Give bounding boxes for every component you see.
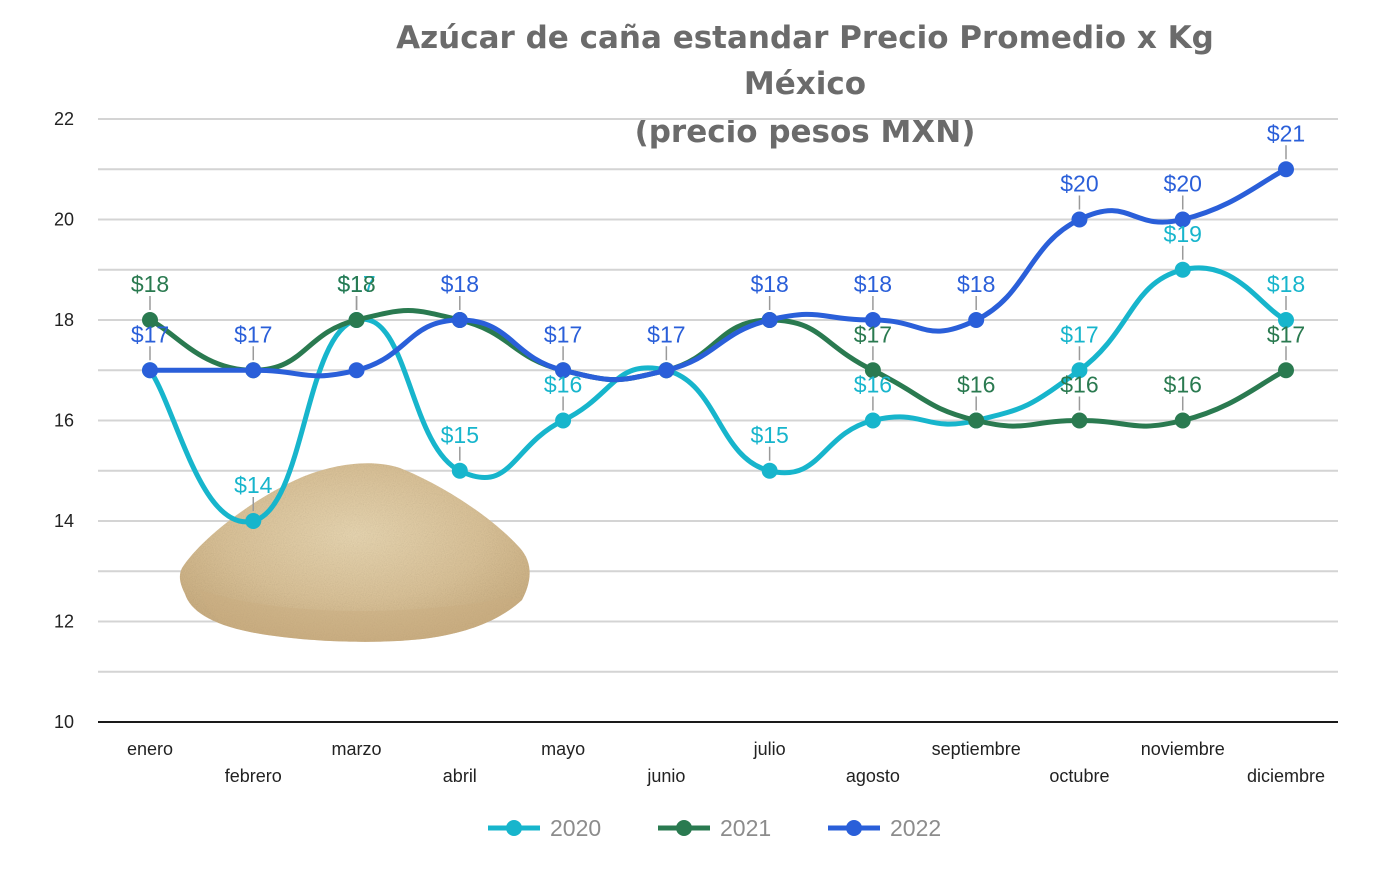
data-point-2021	[348, 312, 365, 328]
data-label-2020: $15	[750, 422, 788, 448]
data-point-2022	[761, 312, 778, 328]
legend-label-2020: 2020	[550, 815, 601, 841]
data-label-2021: $17	[1267, 321, 1305, 347]
x-tick-label: septiembre	[932, 739, 1021, 759]
data-label-2022: $18	[957, 271, 995, 297]
y-tick-label: 12	[54, 612, 74, 632]
legend-marker-2020	[506, 820, 522, 836]
data-point-2022	[1071, 211, 1088, 228]
data-point-2021	[1174, 412, 1191, 429]
data-point-2022	[451, 312, 468, 328]
x-tick-label: enero	[127, 739, 173, 759]
legend-label-2021: 2021	[720, 815, 771, 841]
data-label-2022: $17	[131, 321, 169, 347]
data-point-2022	[968, 312, 985, 328]
data-point-2021	[864, 362, 881, 379]
data-point-2021	[1278, 362, 1294, 379]
y-axis: 10 12 14 16 18 20 22	[54, 109, 74, 732]
data-point-2020	[245, 513, 262, 529]
y-tick-label: 20	[54, 210, 74, 230]
chart-title: Azúcar de caña estandar Precio Promedio …	[396, 20, 1214, 150]
data-label-2021: $16	[1164, 372, 1202, 398]
x-tick-label: agosto	[846, 766, 900, 786]
x-axis: enero febrero marzo abril mayo junio julio agos…	[127, 739, 1325, 786]
x-tick-label: octubre	[1049, 766, 1109, 786]
data-label-2022: $20	[1164, 171, 1202, 197]
data-point-2022	[245, 362, 262, 379]
data-label-2022: $21	[1267, 120, 1305, 146]
series-line-2022	[147, 166, 1289, 383]
data-point-2020	[451, 462, 468, 479]
data-point-2022	[142, 362, 158, 379]
series-lines	[142, 161, 1294, 529]
data-point-2022	[1174, 211, 1191, 228]
data-label-2020: $19	[1164, 221, 1202, 247]
data-point-2021	[142, 312, 158, 328]
data-point-2020	[761, 462, 778, 479]
data-labels: $14$17$15$16$15$16$17$19$18$18 $18$17$16 $…	[131, 120, 1305, 511]
y-tick-label: 18	[54, 310, 74, 330]
data-point-2020	[864, 412, 881, 429]
chart-title-line: México	[744, 66, 866, 102]
y-tick-label: 14	[54, 511, 74, 531]
data-point-2022	[1278, 161, 1294, 178]
data-label-2020: $14	[234, 472, 273, 498]
data-label-2022: $17	[544, 321, 582, 347]
data-point-2020	[1278, 312, 1294, 328]
data-label-2021: $18	[337, 271, 375, 297]
data-point-2022	[348, 362, 365, 379]
data-label-2021: $17	[854, 321, 892, 347]
data-label-2022: $18	[750, 271, 788, 297]
data-point-2022	[658, 362, 675, 379]
y-tick-label: 10	[54, 712, 74, 732]
data-label-2020: $17	[1060, 321, 1098, 347]
x-tick-label: noviembre	[1141, 739, 1225, 759]
chart-title-line: Azúcar de caña estandar Precio Promedio …	[396, 20, 1214, 56]
data-label-2020: $16	[854, 372, 892, 398]
x-tick-label: julio	[753, 739, 786, 759]
data-point-2021	[1071, 412, 1088, 429]
x-tick-label: marzo	[332, 739, 382, 759]
data-label-2020: $17	[337, 271, 375, 297]
data-label-2022: $17	[647, 321, 685, 347]
legend-marker-2021	[676, 820, 692, 836]
data-label-2020: $16	[544, 372, 582, 398]
data-label-2022: $18	[441, 271, 479, 297]
data-label-2020: $18	[1267, 271, 1305, 297]
x-tick-label: junio	[646, 766, 685, 786]
x-tick-label: abril	[443, 766, 477, 786]
x-tick-label: mayo	[541, 739, 585, 759]
data-label-2022: $20	[1060, 171, 1098, 197]
legend: 2020 2021 2022	[488, 815, 941, 841]
data-label-2021: $16	[1060, 372, 1098, 398]
data-label-2022: $18	[854, 271, 892, 297]
sugar-pile-image	[179, 463, 530, 642]
data-point-2022	[555, 362, 572, 379]
data-point-2020	[1174, 261, 1191, 278]
legend-marker-2022	[846, 820, 862, 836]
data-point-2021	[968, 412, 985, 429]
data-point-2022	[864, 312, 881, 328]
data-point-2020	[1071, 362, 1088, 379]
y-tick-label: 16	[54, 411, 74, 431]
data-point-2020	[555, 412, 572, 429]
data-label-2021: $18	[131, 271, 169, 297]
legend-label-2022: 2022	[890, 815, 941, 841]
x-tick-label: febrero	[225, 766, 282, 786]
data-label-2022: $17	[234, 321, 272, 347]
data-label-2020: $15	[441, 422, 479, 448]
x-tick-label: diciembre	[1247, 766, 1325, 786]
data-label-2021: $16	[957, 372, 995, 398]
y-tick-label: 22	[54, 109, 74, 129]
